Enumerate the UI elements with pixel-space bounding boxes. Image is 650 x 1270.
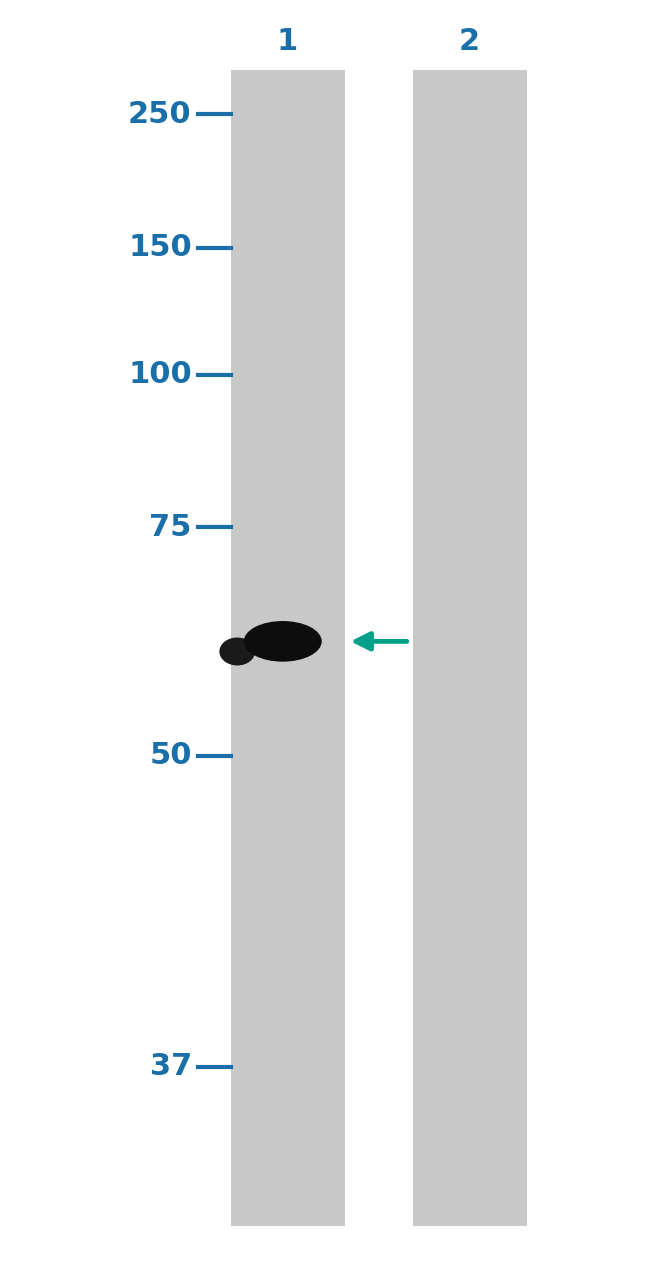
Ellipse shape xyxy=(220,638,255,665)
Text: 250: 250 xyxy=(128,100,192,128)
Bar xyxy=(413,70,526,1226)
Text: 2: 2 xyxy=(459,28,480,56)
Text: 50: 50 xyxy=(150,742,192,770)
Text: 100: 100 xyxy=(128,361,192,389)
Text: 75: 75 xyxy=(150,513,192,541)
Ellipse shape xyxy=(244,621,322,662)
Bar xyxy=(231,70,344,1226)
Text: 1: 1 xyxy=(277,28,298,56)
Text: 37: 37 xyxy=(150,1053,192,1081)
Text: 150: 150 xyxy=(128,234,192,262)
